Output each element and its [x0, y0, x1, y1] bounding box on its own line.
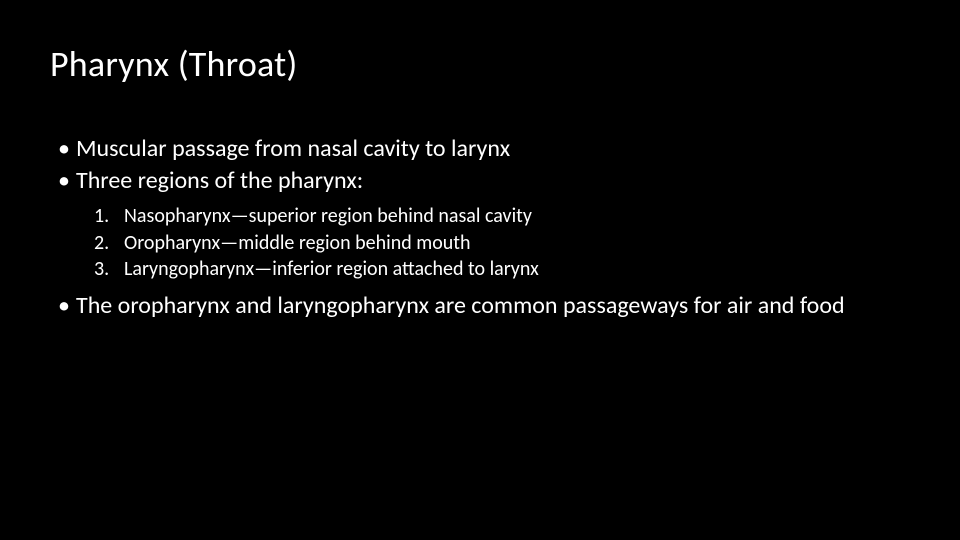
list-number: 1.: [94, 204, 109, 230]
bullet-item: Muscular passage from nasal cavity to la…: [58, 134, 910, 164]
numbered-item: 2. Oropharynx—middle region behind mouth: [94, 231, 910, 257]
list-number: 3.: [94, 257, 109, 283]
bullet-list-bottom: The oropharynx and laryngopharynx are co…: [58, 291, 910, 321]
bullet-list-top: Muscular passage from nasal cavity to la…: [58, 134, 910, 196]
slide-content: Muscular passage from nasal cavity to la…: [50, 134, 910, 321]
list-text: Nasopharynx—superior region behind nasal…: [124, 204, 532, 228]
numbered-item: 3. Laryngopharynx—inferior region attach…: [94, 257, 910, 283]
slide-title: Pharynx (Throat): [50, 42, 910, 86]
numbered-item: 1. Nasopharynx—superior region behind na…: [94, 204, 910, 230]
list-text: Laryngopharynx—inferior region attached …: [124, 257, 539, 281]
numbered-list: 1. Nasopharynx—superior region behind na…: [58, 204, 910, 283]
slide: Pharynx (Throat) Muscular passage from n…: [0, 0, 960, 540]
bullet-item: The oropharynx and laryngopharynx are co…: [58, 291, 910, 321]
list-text: Oropharynx—middle region behind mouth: [124, 231, 470, 255]
list-number: 2.: [94, 231, 109, 257]
bullet-item: Three regions of the pharynx:: [58, 166, 910, 196]
